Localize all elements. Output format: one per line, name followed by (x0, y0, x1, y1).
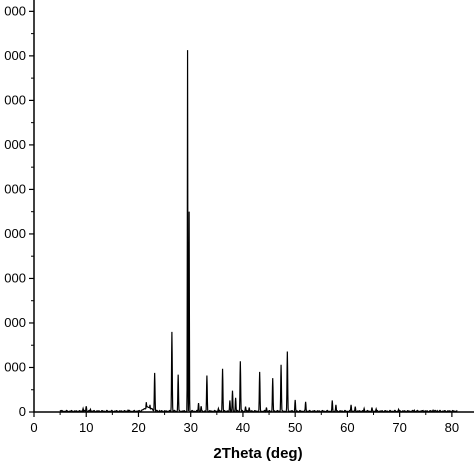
y-tick-label: 000 (4, 3, 26, 18)
y-tick-label: 000 (4, 270, 26, 285)
plot-frame (33, 0, 474, 413)
y-tick-label: 000 (4, 226, 26, 241)
y-tick-label: 000 (4, 181, 26, 196)
x-tick-label: 50 (288, 420, 302, 435)
y-tick-label: 000 (4, 48, 26, 63)
x-tick-label: 30 (183, 420, 197, 435)
y-tick-label: 000 (4, 315, 26, 330)
x-tick-label: 0 (30, 420, 37, 435)
diffraction-pattern-line (59, 50, 458, 413)
y-tick-label: 000 (4, 92, 26, 107)
x-axis: 0 10 20 30 40 50 60 70 80 (30, 412, 459, 435)
x-tick-label: 10 (79, 420, 93, 435)
y-tick-label: 0 (19, 404, 26, 419)
x-tick-label: 40 (236, 420, 250, 435)
x-tick-label: 80 (445, 420, 459, 435)
x-tick-label: 70 (392, 420, 406, 435)
x-tick-label: 60 (340, 420, 354, 435)
y-tick-label: 000 (4, 137, 26, 152)
x-axis-title: 2Theta (deg) (213, 445, 302, 462)
x-tick-label: 20 (131, 420, 145, 435)
y-tick-label: 000 (4, 359, 26, 374)
